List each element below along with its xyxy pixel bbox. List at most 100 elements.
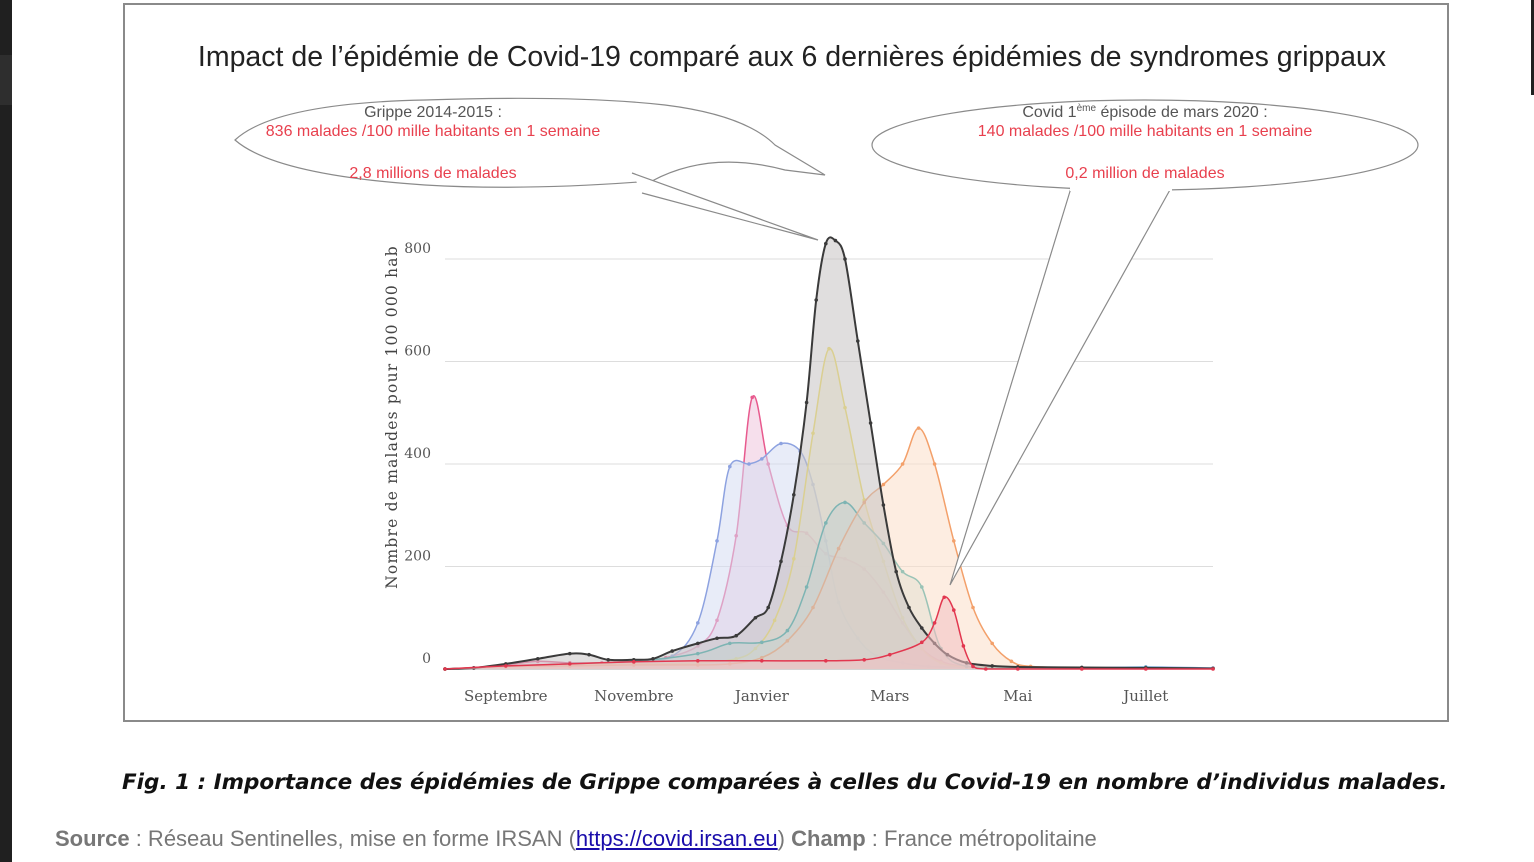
source-text: : Réseau Sentinelles, mise en forme IRSA… — [129, 826, 576, 851]
series-point — [971, 664, 975, 669]
series-point — [984, 667, 988, 671]
y-tick-label: 200 — [404, 549, 431, 565]
series-point — [696, 659, 700, 663]
x-tick-label: Juillet — [1121, 687, 1168, 705]
series-point — [932, 621, 937, 625]
series-point — [632, 660, 636, 664]
series-point — [536, 656, 540, 661]
chart-title: Impact de l’épidémie de Covid-19 comparé… — [198, 41, 1386, 73]
series-point — [760, 659, 764, 663]
champ-label: Champ — [791, 826, 866, 851]
series-point — [856, 339, 860, 343]
annotation-covid: Covid 1ème épisode de mars 2020 : 140 ma… — [871, 99, 1419, 586]
y-axis-label: Nombre de malades pour 100 000 hab — [383, 245, 401, 589]
series-point — [715, 636, 719, 641]
annotation-grippe-line2: 2,8 millions de malades — [349, 165, 516, 182]
callout-bubble-grippe — [234, 97, 826, 188]
series-point — [833, 238, 838, 243]
series-point — [1211, 667, 1215, 671]
x-tick-label: Septembre — [464, 687, 548, 705]
series-point — [779, 559, 783, 564]
champ-text: : France métropolitaine — [865, 826, 1097, 851]
annotation-grippe-line1: 836 malades /100 mille habitants en 1 se… — [266, 123, 601, 140]
annotation-covid-line2: 0,2 million de malades — [1065, 165, 1224, 182]
series-point — [792, 492, 796, 497]
series-point — [900, 462, 905, 466]
source-line: Source : Réseau Sentinelles, mise en for… — [55, 826, 1097, 852]
series-point — [862, 657, 866, 662]
source-link[interactable]: https://covid.irsan.eu — [575, 826, 778, 851]
series-point — [971, 605, 975, 610]
epidemic-chart: Impact de l’épidémie de Covid-19 comparé… — [198, 41, 1419, 705]
series-point — [1080, 667, 1084, 671]
y-tick-labels: 0 200 400 600 800 — [404, 241, 431, 667]
series-point — [920, 626, 924, 630]
series-point — [814, 298, 818, 302]
series-point — [881, 503, 886, 507]
series-point — [1009, 659, 1014, 664]
series-point — [696, 641, 700, 646]
callout-pointer-covid — [949, 187, 1173, 586]
series-point — [916, 426, 921, 430]
y-tick-label: 0 — [422, 651, 431, 667]
series-point — [670, 649, 674, 653]
series-point — [750, 395, 754, 400]
series-point — [824, 659, 828, 663]
series-point — [504, 664, 508, 668]
series-point — [779, 441, 783, 446]
x-tick-label: Janvier — [733, 687, 790, 705]
callout-pointer-grippe — [631, 172, 819, 241]
series-point — [932, 462, 937, 466]
series-point — [990, 641, 994, 646]
annotation-covid-title-sup: ème — [1077, 103, 1097, 114]
series-point — [942, 595, 946, 600]
series-point — [990, 664, 994, 668]
series-point — [760, 457, 764, 461]
series-point — [587, 652, 591, 657]
annotation-covid-line1: 140 malades /100 mille habitants en 1 se… — [978, 123, 1313, 140]
series-point — [753, 615, 758, 620]
source-text-close: ) — [777, 826, 792, 851]
series-point — [804, 400, 809, 405]
series-point — [696, 621, 700, 625]
series-point — [824, 241, 828, 246]
series-layer — [443, 236, 1215, 671]
y-tick-label: 600 — [404, 344, 431, 360]
left-window-edge — [0, 0, 12, 862]
annotation-covid-title-main: Covid 1 — [1022, 104, 1076, 121]
series-point — [907, 605, 911, 610]
y-tick-label: 800 — [404, 241, 431, 257]
series-point — [961, 644, 966, 648]
series-point — [881, 482, 886, 487]
series-point — [868, 421, 873, 425]
series-point — [651, 656, 655, 661]
series-point — [443, 667, 447, 671]
figure-frame: Impact de l’épidémie de Covid-19 comparé… — [123, 3, 1449, 722]
series-point — [747, 462, 751, 466]
series-point — [715, 539, 719, 543]
series-point — [734, 633, 738, 638]
series-6 — [443, 595, 1215, 671]
figure-caption: Fig. 1 : Importance des épidémies de Gri… — [122, 770, 1448, 795]
series-point — [920, 640, 924, 645]
y-tick-label: 400 — [404, 446, 431, 462]
annotation-covid-title-rest: épisode de mars 2020 : — [1096, 104, 1268, 121]
series-point — [568, 651, 572, 656]
series-point — [888, 652, 892, 657]
x-tick-label: Mai — [1003, 687, 1032, 705]
x-tick-label: Novembre — [594, 687, 674, 705]
series-point — [1144, 667, 1148, 671]
source-label: Source — [55, 826, 130, 851]
annotation-covid-title: Covid 1ème épisode de mars 2020 : — [1022, 103, 1267, 121]
series-point — [1016, 667, 1020, 671]
series-area — [445, 237, 1213, 669]
series-point — [606, 657, 610, 662]
annotation-grippe: Grippe 2014-2015 : 836 malades /100 mill… — [234, 97, 826, 241]
series-point — [952, 608, 956, 612]
series-point — [568, 662, 572, 666]
annotation-grippe-title: Grippe 2014-2015 : — [364, 104, 502, 121]
x-tick-labels: Septembre Novembre Janvier Mars Mai Juillet — [464, 687, 1168, 705]
series-point — [843, 257, 847, 261]
series-point — [728, 464, 732, 469]
series-point — [894, 569, 898, 574]
